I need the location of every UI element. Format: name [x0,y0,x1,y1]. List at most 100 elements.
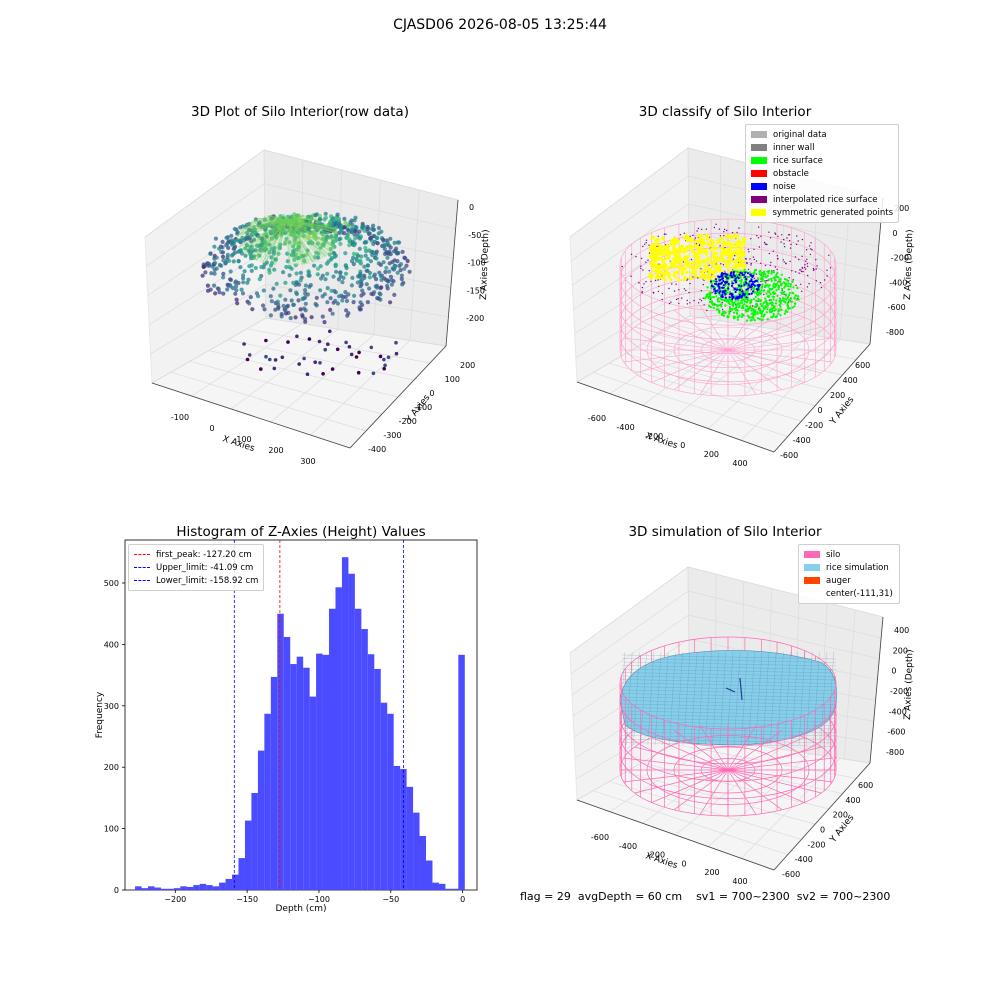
raw-point [242,269,247,274]
raw-point [235,301,240,306]
legend-label: auger [826,575,851,586]
classify-interp-point [753,258,755,261]
raw-point [345,313,350,318]
raw-point [335,212,340,217]
raw-ray [258,218,288,221]
classify-symmetric-point [718,259,722,263]
raw-point [258,248,263,253]
classify-symmetric-point [712,255,716,259]
classify-symmetric-point [651,258,655,262]
raw-point [351,300,356,305]
raw-point [269,255,274,260]
raw-ray [250,219,288,223]
raw-ray [286,219,332,253]
raw-ray [286,219,305,265]
raw-point [369,345,374,350]
raw-point [209,271,214,276]
raw-point [363,253,368,258]
raw-point [287,273,292,278]
classify-interp-point [768,299,770,301]
raw-ray [264,219,288,264]
classify-symmetric-point [698,275,702,280]
raw-point [243,246,248,251]
raw-point [362,240,368,245]
raw-x-tick: 0 [209,424,214,433]
raw-point [313,236,319,241]
raw-y-tick: -400 [368,445,386,454]
raw-point [374,283,380,288]
raw-point [332,254,337,259]
raw-point [281,217,286,222]
raw-point [264,234,269,239]
classify-interp-point [806,286,809,288]
classify-symmetric-point [698,264,702,268]
raw-point [272,366,277,371]
raw-point [323,347,328,352]
legend-entry: rice simulation [804,561,894,574]
raw-point [247,353,252,357]
raw-point [214,255,219,260]
classify-interp-point [820,286,823,289]
classify-interp-point [732,286,734,289]
classify-interp-point [681,297,683,299]
raw-ray [253,219,288,260]
classify-interp-point [764,264,767,267]
raw-point [355,280,360,285]
raw-point [333,235,338,240]
raw-point [296,256,301,261]
raw-point [318,264,323,269]
classify-interp-point [694,237,697,239]
raw-ray [237,219,288,236]
raw-point [378,354,383,359]
classify-interp-point [826,269,828,271]
raw-point [205,283,210,288]
classify-interp-point [804,268,807,270]
raw-ray [254,219,288,261]
raw-point [236,258,241,264]
raw-point [314,295,319,300]
raw-z-tick: -150 [467,286,485,295]
raw-point [253,217,258,222]
classify-interp-point [724,247,726,249]
classify-symmetric-point [682,247,687,251]
classify-interp-point [678,289,680,291]
raw-point [272,267,277,272]
raw-point [344,340,348,345]
raw-point [386,355,391,360]
raw-ray [286,219,295,266]
raw-y-tick: 200 [460,361,475,370]
classify-interp-point [689,282,691,285]
classify-interp-point [753,248,755,251]
raw-point [326,342,330,347]
classify-interp-point [757,237,760,239]
classify-interp-point [711,292,713,294]
simulation-x-tick: 400 [732,877,747,886]
raw-point [345,227,350,232]
raw-point [298,278,303,283]
classify-interp-point [650,280,652,283]
raw-point [274,235,279,240]
classify-interp-point [726,229,728,232]
raw-point [303,301,308,306]
raw-point [399,273,404,278]
raw-ray [246,219,288,226]
raw-point [285,303,290,308]
classify-interp-point [747,248,749,251]
classify-symmetric-point [727,261,732,265]
raw-point [251,237,257,242]
raw-point [349,283,354,288]
classify-interp-point [750,264,752,266]
classify-interp-point [721,301,723,304]
raw-point [367,231,372,236]
raw-point [351,251,357,256]
classify-interp-point [755,273,758,275]
classify-interp-point [700,290,702,292]
classify-symmetric-point [719,236,724,240]
raw-point [280,227,285,232]
raw-point [350,275,355,280]
classify-interp-point [789,247,792,249]
raw-point [329,288,334,293]
raw-ray [238,219,288,248]
raw-point [288,288,293,293]
raw-ray [286,219,292,266]
